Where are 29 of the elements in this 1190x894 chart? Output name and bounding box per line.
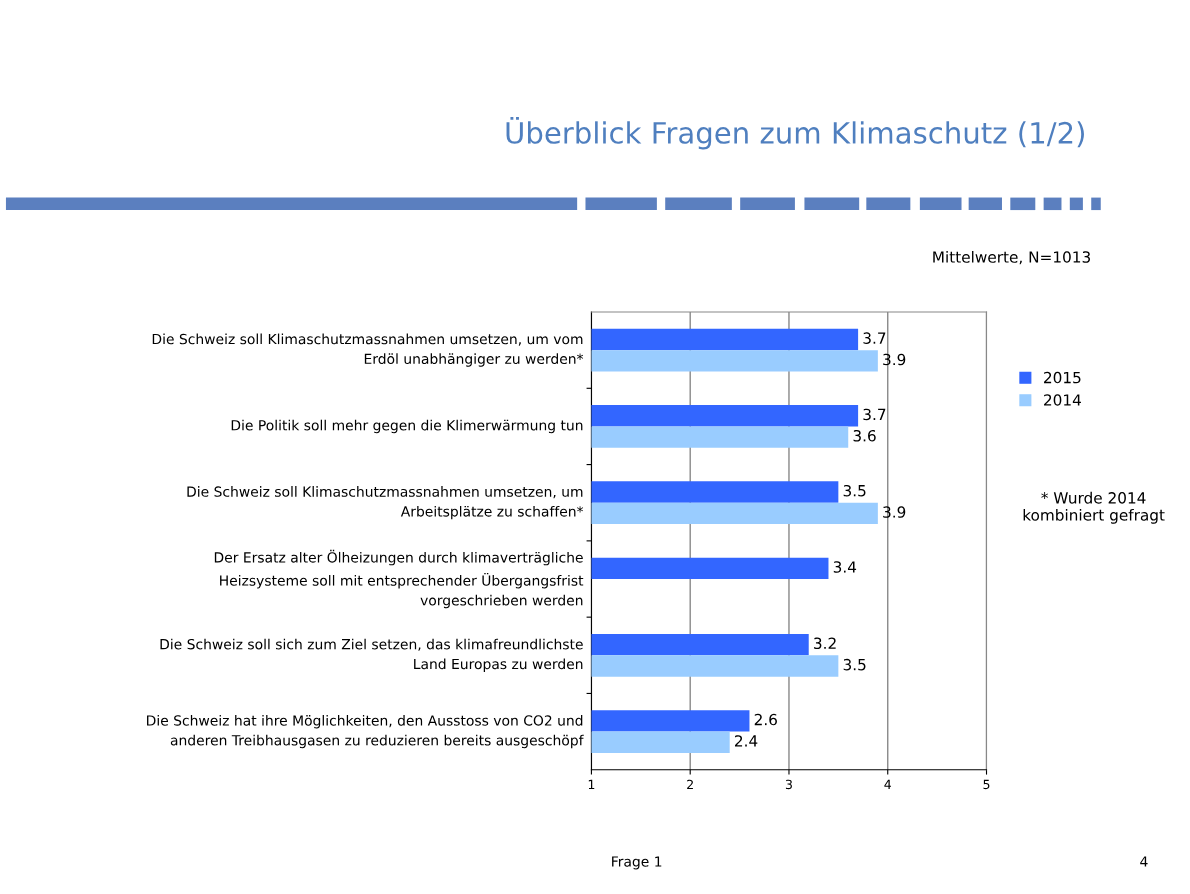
x-tick-label: 4: [884, 779, 892, 789]
text: * Wurde 2014 kombiniert gefragt: [1023, 491, 1165, 524]
x-tick-label: 2: [687, 779, 693, 789]
y-tick-label: Die Schweiz soll Klimaschutzmassnahmen umsetzen, um Arbeitsplätze zu schaffen*: [187, 486, 584, 520]
chart-title: Überblick Fragen zum Klimaschutz (1/2): [506, 116, 1084, 150]
y-tick-label: Die Schweiz soll Klimaschutzmassnahmen umsetzen, um vom Erdöl unabhängiger zu werden*: [152, 333, 584, 367]
data-label: 3.5: [843, 658, 866, 671]
x-tick-label: 3: [785, 779, 792, 790]
y-tick-label: Die Schweiz hat ihre Möglichkeiten, den Ausstoss von CO2 und anderen Treibhausgasen zu reduzieren bereits ausgeschöpf: [147, 714, 584, 749]
data-label: 3.4: [833, 561, 857, 573]
data-label: 3.5: [843, 484, 866, 497]
y-tick-label: Der Ersatz alter Ölheizungen durch klimaverträgliche Heizsysteme soll mit entsprechender Übergangsfrist vorgeschrieben werden: [214, 549, 584, 609]
text: Frage 1: [612, 856, 662, 870]
text: 4: [1140, 856, 1148, 867]
legend-label: 2014: [1044, 394, 1081, 406]
data-label: 3.6: [853, 430, 876, 442]
legend-label: 2015: [1044, 371, 1081, 384]
text: Mittelwerte, N=1013: [933, 250, 1090, 265]
data-label: 3.2: [814, 637, 836, 650]
data-label: 2.6: [754, 713, 777, 726]
data-label: 2.4: [734, 735, 758, 747]
y-tick-label: Die Schweiz soll sich zum Ziel setzen, das klimafreundlichste Land Europas zu werden: [160, 638, 583, 672]
data-label: 3.9: [883, 353, 906, 366]
x-tick-label: 1: [588, 779, 595, 789]
data-label: 3.7: [863, 332, 886, 344]
data-label: 3.9: [883, 506, 906, 518]
x-tick-label: 5: [983, 779, 990, 790]
y-tick-label: Die Politik soll mehr gegen die Klimerwärmung tun: [231, 419, 583, 434]
data-label: 3.7: [863, 408, 886, 421]
